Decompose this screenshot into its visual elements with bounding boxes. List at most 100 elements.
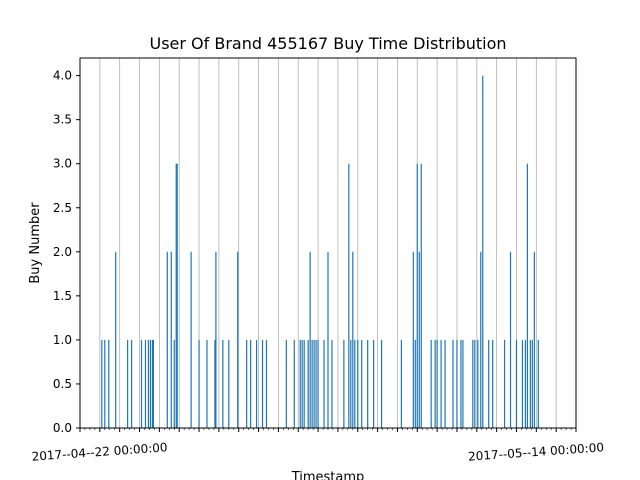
bar xyxy=(526,163,528,428)
bar xyxy=(412,251,414,428)
bar xyxy=(460,339,462,428)
bar xyxy=(509,251,512,428)
bar xyxy=(261,339,264,428)
bar xyxy=(529,339,531,428)
bar xyxy=(515,339,518,428)
bar xyxy=(303,339,305,428)
bar xyxy=(380,339,383,428)
bar xyxy=(456,339,458,428)
bar xyxy=(228,339,230,428)
y-tick-label: 2.0 xyxy=(53,245,72,259)
bar xyxy=(255,339,258,428)
bar xyxy=(524,339,527,428)
y-tick-label: 3.0 xyxy=(53,157,72,171)
bar xyxy=(301,339,303,428)
bar xyxy=(480,251,482,428)
bar xyxy=(170,251,172,428)
bar xyxy=(521,339,524,428)
bar xyxy=(482,75,484,428)
bar xyxy=(350,339,352,428)
bar xyxy=(315,339,317,428)
bar xyxy=(108,339,110,428)
bar xyxy=(151,339,154,428)
bar xyxy=(127,339,129,428)
y-tick-label: 3.5 xyxy=(53,113,72,127)
y-tick-label: 2.5 xyxy=(53,201,72,215)
bar xyxy=(327,251,329,428)
bar xyxy=(140,339,143,428)
bar xyxy=(331,339,333,428)
chart-title: User Of Brand 455167 Buy Time Distributi… xyxy=(149,34,506,53)
bar xyxy=(175,163,177,428)
bar xyxy=(115,251,117,428)
y-axis-ticks: 0.0 0.5 1.0 1.5 2.0 2.5 3.0 3.5 4.0 xyxy=(53,69,80,435)
bar xyxy=(222,339,224,428)
bar xyxy=(533,251,535,428)
bar xyxy=(434,339,436,428)
y-tick-label: 1.5 xyxy=(53,289,72,303)
bar xyxy=(503,339,506,428)
bar xyxy=(147,339,150,428)
bar xyxy=(462,339,464,428)
bar xyxy=(265,339,268,428)
bar xyxy=(416,163,418,428)
bar xyxy=(474,339,476,428)
bar xyxy=(488,339,490,428)
bar xyxy=(166,251,168,428)
bar xyxy=(367,339,369,428)
bar xyxy=(250,339,252,428)
bar xyxy=(130,339,133,428)
bar xyxy=(452,339,454,428)
bar xyxy=(190,251,192,428)
bar xyxy=(317,339,319,428)
y-tick-label: 0.5 xyxy=(53,377,72,391)
bar xyxy=(215,251,217,428)
bar xyxy=(285,339,287,428)
bar xyxy=(418,251,420,428)
bar xyxy=(293,339,295,428)
bar xyxy=(414,339,416,428)
bar xyxy=(400,339,403,428)
bar xyxy=(149,339,152,428)
bar xyxy=(237,251,239,428)
bar xyxy=(477,339,479,428)
y-axis-label: Buy Number xyxy=(28,202,43,284)
bar xyxy=(440,339,442,428)
bar xyxy=(206,339,208,428)
bar xyxy=(420,163,422,428)
bar xyxy=(472,339,474,428)
bar xyxy=(361,339,363,428)
bar xyxy=(537,339,539,428)
y-tick-label: 1.0 xyxy=(53,333,72,347)
bar xyxy=(198,339,200,428)
bar xyxy=(373,339,375,428)
bar xyxy=(311,339,313,428)
bar xyxy=(176,163,178,428)
bar xyxy=(144,339,147,428)
bar xyxy=(246,339,248,428)
bar xyxy=(323,339,325,428)
bar xyxy=(313,339,315,428)
y-tick-label: 4.0 xyxy=(53,69,72,83)
bar xyxy=(352,251,354,428)
bar xyxy=(309,251,311,428)
bar xyxy=(152,339,155,428)
bar xyxy=(214,339,216,428)
bar xyxy=(343,339,345,428)
bar xyxy=(307,339,309,428)
bar xyxy=(492,339,494,428)
bar xyxy=(104,339,106,428)
bar xyxy=(101,339,103,428)
bar-series xyxy=(101,75,539,428)
bar xyxy=(173,339,175,428)
bar xyxy=(430,339,432,428)
bar xyxy=(436,339,438,428)
bar xyxy=(357,339,359,428)
bar xyxy=(444,339,446,428)
bar xyxy=(299,339,301,428)
bar xyxy=(531,339,533,428)
bar xyxy=(354,339,356,428)
bar xyxy=(348,163,350,428)
